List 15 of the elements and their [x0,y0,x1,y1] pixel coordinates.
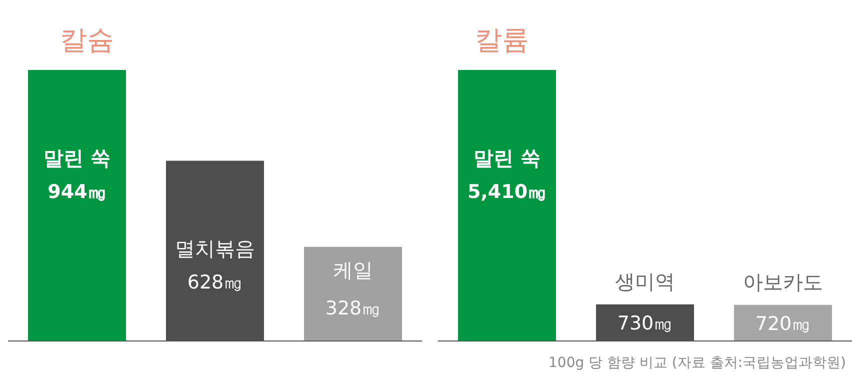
x-tick-label: 말린 쑥 [44,146,110,170]
data-label: 628㎎ [187,272,243,294]
text: 100g 당 함량 비교 (자료 출처:국립농업과학원) [548,354,846,372]
data-label: 328㎎ [325,298,381,320]
chart-title: 칼륨 [475,24,529,58]
x-tick-label: 생미역 [615,269,675,294]
data-label: 944㎎ [48,181,106,203]
x-tick-label: 멸치볶음 [175,236,255,261]
x-tick-label: 말린 쑥 [474,146,540,170]
data-label: 720㎎ [755,312,811,335]
data-label: 730㎎ [617,312,673,335]
chart-title: 칼슘 [60,24,114,58]
x-tick-label: 아보카도 [743,270,823,294]
x-tick-label: 케일 [333,258,373,282]
data-label: 5,410㎎ [467,181,547,203]
